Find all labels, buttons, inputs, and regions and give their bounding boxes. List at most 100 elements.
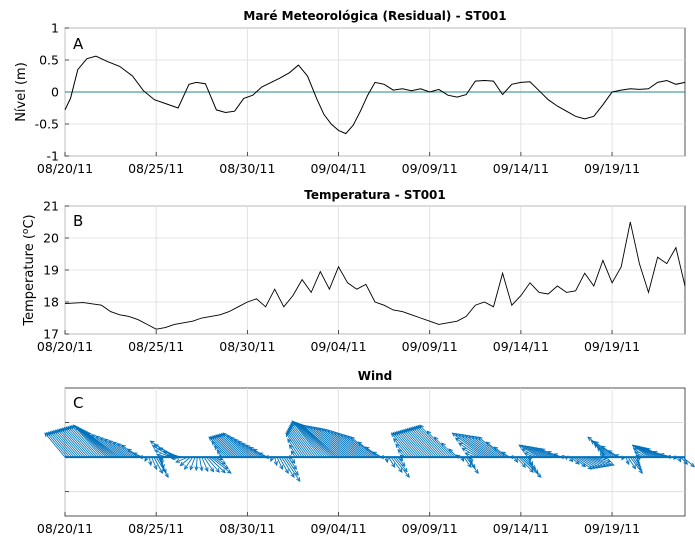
panel-b-y-tick-label: 18 (43, 295, 59, 310)
wind-arrowhead (493, 446, 499, 451)
wind-arrowhead (587, 465, 593, 470)
wind-arrowhead (153, 449, 159, 454)
wind-vector (226, 434, 250, 458)
wind-arrowhead (606, 458, 612, 463)
wind-vector (53, 430, 77, 458)
wind-arrowhead (209, 467, 215, 473)
panel-a-x-tick-label: 08/30/11 (219, 161, 275, 176)
wind-vector (245, 444, 262, 458)
wind-vector (286, 431, 305, 458)
panel-b-x-tick-label: 09/04/11 (310, 339, 366, 354)
wind-vector (388, 456, 396, 468)
wind-vector (60, 428, 86, 458)
wind-arrowhead (292, 465, 297, 470)
wind-arrowhead (179, 461, 185, 467)
panel-c-wind-vectors (44, 420, 695, 482)
wind-arrowhead (464, 452, 470, 457)
wind-vector (234, 438, 255, 458)
panel-b-x-tick-label: 09/14/11 (493, 339, 549, 354)
wind-arrowhead (391, 463, 396, 469)
wind-vector (289, 444, 298, 458)
wind-vector (216, 450, 223, 458)
wind-arrowhead (485, 441, 491, 446)
wind-vector (520, 456, 542, 478)
wind-vector (392, 432, 415, 458)
wind-arrowhead (644, 448, 649, 452)
wind-arrowhead (162, 468, 167, 474)
wind-arrowhead (95, 435, 101, 440)
wind-vector (212, 435, 234, 458)
wind-vector (287, 429, 307, 458)
wind-arrowhead (252, 448, 258, 453)
wind-arrowhead (527, 457, 533, 463)
wind-vector (458, 442, 481, 458)
wind-vector (426, 430, 451, 458)
wind-arrowhead (222, 432, 228, 438)
panel-c: Wind 08/20/11 08/25/11 08/30/11 09/04/11 09/… (37, 369, 695, 536)
wind-vector (530, 446, 549, 458)
wind-vector (575, 456, 592, 470)
wind-vector (238, 440, 257, 458)
wind-arrowhead (162, 450, 168, 455)
wind-arrowhead (81, 429, 87, 434)
wind-vector (400, 430, 424, 458)
wind-vector (210, 456, 232, 474)
wind-vector (291, 422, 319, 458)
panel-b-temperature-line (64, 221, 686, 330)
panel-a-x-tick-label: 09/04/11 (310, 161, 366, 176)
wind-arrowhead (226, 434, 232, 440)
panel-a-x-tick-label: 09/19/11 (584, 161, 640, 176)
wind-arrowhead (160, 459, 165, 465)
wind-vector (408, 427, 435, 458)
wind-arrowhead (536, 473, 542, 478)
wind-arrowhead (593, 464, 599, 469)
wind-vector (69, 425, 98, 458)
wind-arrowhead (175, 458, 181, 463)
panel-a-y-tick-label: 1 (51, 21, 59, 36)
wind-arrowhead (290, 450, 295, 456)
wind-vector (629, 456, 643, 474)
wind-arrowhead (371, 451, 377, 456)
wind-vector (278, 456, 289, 474)
wind-arrowhead (471, 464, 476, 470)
wind-vector (113, 441, 134, 458)
panel-c-x-tick-label: 08/20/11 (37, 521, 93, 536)
wind-arrowhead (103, 438, 109, 443)
wind-vector (478, 436, 503, 458)
panel-b-y-axis-label: Temperature (oC) (21, 214, 37, 326)
wind-arrowhead (270, 457, 275, 463)
wind-vector (324, 428, 358, 458)
wind-vector (48, 431, 70, 458)
wind-vector (321, 428, 355, 458)
wind-arrowhead (148, 461, 153, 467)
wind-arrowhead (86, 432, 92, 437)
wind-vector (587, 436, 613, 458)
wind-arrowhead (401, 462, 406, 467)
wind-vector (205, 456, 220, 473)
wind-vector (49, 431, 73, 458)
wind-arrowhead (258, 452, 264, 457)
wind-arrowhead (279, 465, 284, 471)
wind-vector (591, 456, 612, 467)
wind-arrowhead (99, 436, 105, 442)
wind-vector (293, 421, 323, 458)
wind-vector (396, 431, 419, 458)
wind-arrowhead (323, 428, 329, 433)
wind-arrowhead (221, 460, 227, 465)
wind-vector (397, 449, 405, 458)
wind-vector (195, 457, 198, 471)
wind-vector (64, 427, 91, 458)
panel-b-ylabel-base: Temperature ( (22, 234, 37, 327)
panel-c-x-tick-label: 08/30/11 (219, 521, 275, 536)
wind-arrowhead (287, 438, 292, 444)
wind-arrowhead (221, 468, 226, 474)
wind-vector (594, 441, 615, 458)
wind-arrowhead (523, 452, 529, 457)
wind-vector (184, 456, 194, 470)
wind-vector (155, 456, 169, 478)
wind-arrowhead (652, 450, 658, 455)
wind-vector (211, 441, 228, 458)
wind-vector (410, 427, 437, 458)
wind-arrowhead (645, 448, 651, 453)
